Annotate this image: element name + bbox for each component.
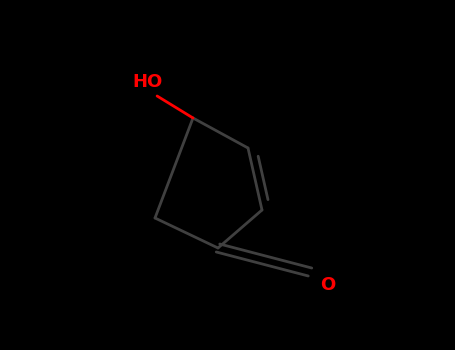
Text: HO: HO [133,73,163,91]
Text: O: O [320,276,336,294]
